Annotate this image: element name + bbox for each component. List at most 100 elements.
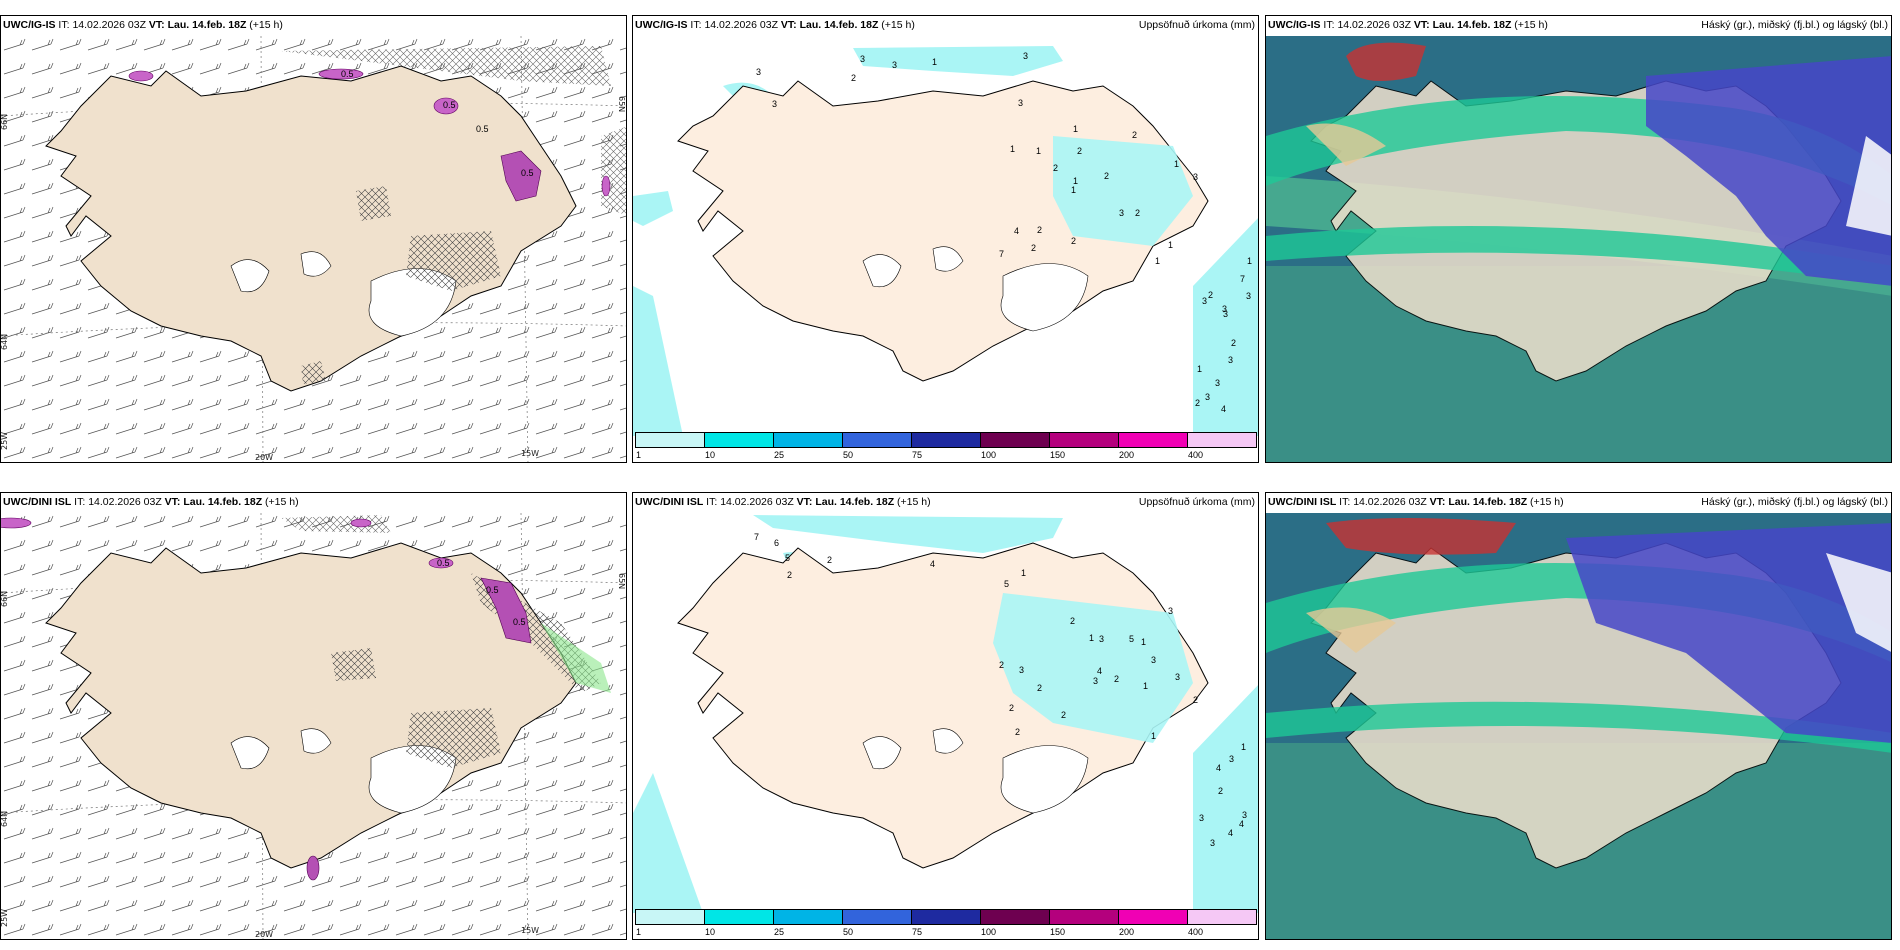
colorbar-tick: 1: [636, 450, 642, 460]
lead-time: (+15 h): [265, 496, 299, 508]
precip-amount-label: 4: [1216, 763, 1221, 773]
lon-label-15: 15W: [521, 926, 539, 935]
precip-amount-label: 3: [1099, 634, 1104, 644]
colorbar-segment: [842, 909, 912, 925]
precip-value: 0.5: [443, 100, 456, 110]
lead-time: (+15 h): [881, 19, 915, 31]
panel-header: UWC/DINI ISL IT: 14.02.2026 03Z VT: Lau.…: [1268, 496, 1564, 508]
precip-map-panel-bottom: UWC/DINI ISL IT: 14.02.2026 03Z VT: Lau.…: [632, 492, 1259, 940]
lon-label-25: 25W: [1, 432, 9, 450]
precip-amount-label: 2: [1031, 243, 1036, 253]
cloud-map: [1266, 513, 1891, 939]
precip-amount-label: 3: [1215, 378, 1220, 388]
cloud-map-panel-top: UWC/IG-IS IT: 14.02.2026 03Z VT: Lau. 14…: [1265, 15, 1892, 463]
wind-map-panel-bottom: UWC/DINI ISL IT: 14.02.2026 03Z VT: Lau.…: [0, 492, 627, 940]
precip-amount-label: 3: [1018, 98, 1023, 108]
precip-amount-label: 1: [1155, 256, 1160, 266]
precip-amount-label: 2: [1061, 710, 1066, 720]
colorbar-segment: [1049, 909, 1119, 925]
it-label: IT:: [1323, 19, 1335, 31]
colorbar-tick: 1: [636, 927, 642, 937]
panel-header: UWC/IG-IS IT: 14.02.2026 03Z VT: Lau. 14…: [635, 19, 915, 31]
colorbar-tick: 200: [1119, 927, 1135, 937]
model-name: UWC/DINI ISL: [1268, 496, 1337, 508]
precip-value: 0.5: [476, 124, 489, 134]
precip-amount-label: 2: [1015, 727, 1020, 737]
precip-amount-label: 4: [1097, 666, 1102, 676]
precip-amount-label: 4: [1228, 828, 1233, 838]
colorbar-segment: [704, 909, 774, 925]
precip-amount-label: 1: [1036, 146, 1041, 156]
colorbar-segment: [911, 432, 981, 448]
precip-amount-label: 3: [1223, 309, 1228, 319]
init-time: 14.02.2026 03Z: [1353, 496, 1427, 508]
init-time: 14.02.2026 03Z: [1337, 19, 1411, 31]
valid-time: Lau. 14.feb. 18Z: [183, 496, 263, 508]
lon-label-15: 15W: [521, 449, 539, 458]
precip-amount-label: 4: [1221, 404, 1226, 414]
colorbar-tick: 150: [1050, 927, 1066, 937]
precip-amount-label: 1: [1089, 633, 1094, 643]
cloud-title: Háský (gr.), miðský (fj.bl.) og lágský (…: [1701, 19, 1888, 31]
precip-amount-label: 2: [1132, 130, 1137, 140]
lead-time: (+15 h): [897, 496, 931, 508]
precip-amount-label: 1: [1073, 124, 1078, 134]
colorbar-segment: [911, 909, 981, 925]
precip-amount-label: 1: [1151, 731, 1156, 741]
precip-amount-label: 3: [1093, 676, 1098, 686]
colorbar-tick: 200: [1119, 450, 1135, 460]
colorbar-segment: [704, 432, 774, 448]
vt-label: VT:: [796, 496, 813, 508]
precip-amount-label: 3: [1222, 304, 1227, 314]
precip-colorbar: 1 10 25 50 75 100 150 200 400: [635, 909, 1257, 937]
precip-amount-label: 3: [892, 60, 897, 70]
precip-amount-label: 3: [1119, 208, 1124, 218]
panel-header: UWC/IG-IS IT: 14.02.2026 03Z VT: Lau. 14…: [1268, 19, 1548, 31]
precip-amount-label: 2: [1135, 208, 1140, 218]
vt-label: VT:: [1413, 19, 1430, 31]
precip-amount-label: 2: [1037, 225, 1042, 235]
precip-value: 0.5: [341, 69, 354, 79]
precip-amount-label: 2: [1218, 786, 1223, 796]
precip-amount-label: 1: [1021, 568, 1026, 578]
wind-map: 0.5 0.5 0.5 0.5 66N 64N 25W 20W 15W 65N: [1, 36, 626, 462]
colorbar-tick: 400: [1188, 927, 1204, 937]
lon-label-20: 20W: [255, 930, 273, 939]
precip-amount-label: 1: [932, 57, 937, 67]
precip-amount-label: 2: [999, 660, 1004, 670]
precip-amount-label: 4: [1014, 226, 1019, 236]
model-name: UWC/DINI ISL: [3, 496, 72, 508]
precip-amount-label: 3: [1175, 672, 1180, 682]
colorbar-tick: 25: [774, 927, 785, 937]
precip-map-panel-top: UWC/IG-IS IT: 14.02.2026 03Z VT: Lau. 14…: [632, 15, 1259, 463]
colorbar-segment: [980, 432, 1050, 448]
precip-amount-label: 1: [1141, 637, 1146, 647]
colorbar-tick: 75: [912, 927, 923, 937]
precip-amount-label: 2: [1114, 674, 1119, 684]
lat-label-66: 66N: [1, 114, 9, 130]
precip-amount-label: 7: [999, 249, 1004, 259]
model-name: UWC/IG-IS: [1268, 19, 1321, 31]
it-label: IT:: [706, 496, 718, 508]
precip-amount-label: 5: [1004, 579, 1009, 589]
lon-label-20: 20W: [255, 453, 273, 462]
valid-time: Lau. 14.feb. 18Z: [1432, 19, 1512, 31]
precip-amount-label: 2: [1077, 146, 1082, 156]
precip-amount-label: 2: [1231, 338, 1236, 348]
precip-amount-label: 1: [1247, 256, 1252, 266]
init-time: 14.02.2026 03Z: [720, 496, 794, 508]
precip-amount-label: 3: [1023, 51, 1028, 61]
precip-amount-label: 3: [1168, 606, 1173, 616]
precip-amount-label: 3: [1229, 754, 1234, 764]
vt-label: VT:: [1429, 496, 1446, 508]
model-name: UWC/IG-IS: [3, 19, 56, 31]
valid-time: Lau. 14.feb. 18Z: [167, 19, 247, 31]
valid-time: Lau. 14.feb. 18Z: [1448, 496, 1528, 508]
colorbar-segment: [635, 432, 705, 448]
it-label: IT:: [1339, 496, 1351, 508]
colorbar-tick: 100: [981, 927, 997, 937]
precip-amount-label: 3: [1151, 655, 1156, 665]
precip-amount-label: 1: [1241, 742, 1246, 752]
vt-label: VT:: [148, 19, 165, 31]
precip-amount-label: 2: [1071, 236, 1076, 246]
